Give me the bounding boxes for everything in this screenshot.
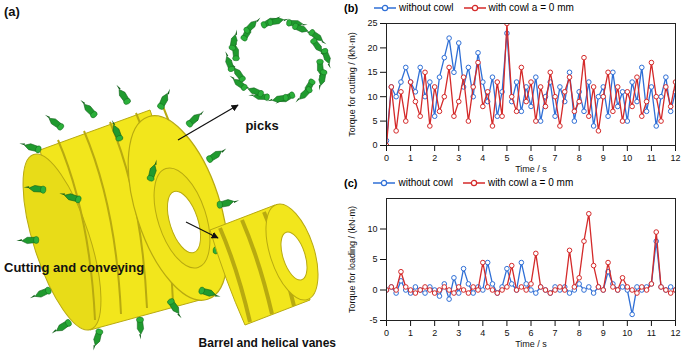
svg-text:5: 5 <box>372 116 377 126</box>
svg-text:15: 15 <box>367 67 377 77</box>
svg-text:10: 10 <box>622 328 632 338</box>
svg-text:20: 20 <box>367 43 377 53</box>
svg-text:10: 10 <box>367 224 377 234</box>
svg-text:Barrel and helical vanes: Barrel and helical vanes <box>199 336 337 350</box>
svg-text:-5: -5 <box>369 315 377 325</box>
svg-text:5: 5 <box>504 153 509 163</box>
svg-text:0: 0 <box>384 153 389 163</box>
svg-text:6: 6 <box>528 153 533 163</box>
svg-text:10: 10 <box>367 92 377 102</box>
svg-text:10: 10 <box>622 153 632 163</box>
svg-text:5: 5 <box>504 328 509 338</box>
html-text:without cowl: without cowl <box>399 2 454 13</box>
html-text:(c): (c) <box>344 176 358 189</box>
svg-text:Torque for loading / (kN·m): Torque for loading / (kN·m) <box>347 206 357 313</box>
svg-text:25: 25 <box>367 18 377 28</box>
svg-text:9: 9 <box>601 153 606 163</box>
html-text:without cowl: without cowl <box>398 177 453 188</box>
svg-text:11: 11 <box>647 153 656 163</box>
svg-text:Time / s: Time / s <box>515 339 547 349</box>
svg-text:1: 1 <box>408 328 413 338</box>
svg-text:6: 6 <box>528 328 533 338</box>
svg-text:3: 3 <box>456 153 461 163</box>
svg-text:Cutting and conveying: Cutting and conveying <box>4 260 144 275</box>
html-text:with cowl a = 0 mm: with cowl a = 0 mm <box>488 2 574 13</box>
svg-text:2: 2 <box>432 153 437 163</box>
svg-text:7: 7 <box>553 153 558 163</box>
svg-text:11: 11 <box>647 328 656 338</box>
svg-text:12: 12 <box>670 328 680 338</box>
svg-text:Time / s: Time / s <box>515 164 547 174</box>
svg-text:9: 9 <box>601 328 606 338</box>
svg-text:(a): (a) <box>4 4 20 19</box>
svg-text:0: 0 <box>372 140 377 150</box>
html-text:(b): (b) <box>344 1 358 14</box>
html-text:with cowl a = 0 mm: with cowl a = 0 mm <box>487 177 574 188</box>
svg-text:picks: picks <box>245 118 278 133</box>
svg-text:4: 4 <box>480 153 485 163</box>
svg-text:0: 0 <box>384 328 389 338</box>
svg-text:3: 3 <box>456 328 461 338</box>
svg-text:1: 1 <box>408 153 413 163</box>
svg-text:2: 2 <box>432 328 437 338</box>
svg-text:8: 8 <box>577 153 582 163</box>
svg-text:8: 8 <box>577 328 582 338</box>
svg-text:12: 12 <box>670 153 680 163</box>
svg-text:Torque for cutting / (kN·m): Torque for cutting / (kN·m) <box>347 32 357 137</box>
svg-text:7: 7 <box>553 328 558 338</box>
svg-text:0: 0 <box>372 285 377 295</box>
svg-text:5: 5 <box>372 254 377 264</box>
svg-text:4: 4 <box>480 328 485 338</box>
